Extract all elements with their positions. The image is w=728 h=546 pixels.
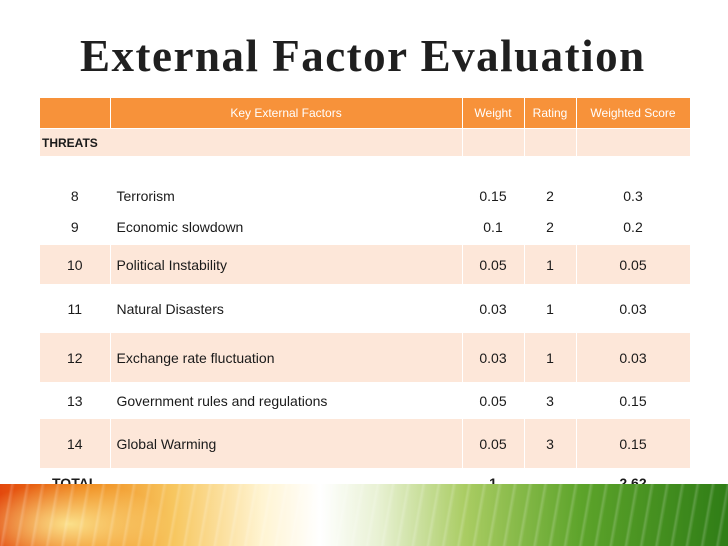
header-blank (40, 98, 111, 129)
row-weight: 0.05 (462, 382, 525, 419)
row-rating: 2 (524, 182, 577, 209)
table-row: 14 Global Warming 0.05 3 0.15 (40, 418, 691, 469)
header-weighted-score: Weighted Score (576, 98, 691, 129)
row-weight: 0.1 (462, 208, 525, 245)
row-rating: 1 (524, 332, 577, 383)
table-row: 11 Natural Disasters 0.03 1 0.03 (40, 284, 691, 333)
row-rating: 2 (524, 208, 577, 245)
table-row: 13 Government rules and regulations 0.05… (40, 382, 691, 419)
table-row: 9 Economic slowdown 0.1 2 0.2 (40, 208, 691, 245)
row-factor: Exchange rate fluctuation (110, 332, 463, 383)
row-number: 13 (40, 382, 111, 419)
row-weight: 0.15 (462, 182, 525, 209)
row-factor: Economic slowdown (110, 208, 463, 245)
banner-texture (0, 484, 728, 546)
table-row: 8 Terrorism 0.15 2 0.3 (40, 182, 691, 209)
row-number: 11 (40, 284, 111, 333)
row-score: 0.2 (576, 208, 691, 245)
row-score: 0.03 (576, 332, 691, 383)
row-number: 12 (40, 332, 111, 383)
row-factor: Terrorism (110, 182, 463, 209)
table-row: 12 Exchange rate fluctuation 0.03 1 0.03 (40, 332, 691, 383)
row-factor: Global Warming (110, 418, 463, 469)
section-row: THREATS (40, 128, 691, 157)
row-rating: 1 (524, 284, 577, 333)
row-rating: 1 (524, 244, 577, 285)
row-number: 10 (40, 244, 111, 285)
row-number: 14 (40, 418, 111, 469)
row-weight: 0.03 (462, 332, 525, 383)
row-score: 0.15 (576, 418, 691, 469)
efe-table: Key External Factors Weight Rating Weigh… (40, 98, 691, 497)
row-score: 0.05 (576, 244, 691, 285)
row-rating: 3 (524, 418, 577, 469)
row-weight: 0.05 (462, 244, 525, 285)
row-score: 0.15 (576, 382, 691, 419)
header-factor: Key External Factors (110, 98, 463, 129)
header-weight: Weight (462, 98, 525, 129)
row-weight: 0.05 (462, 418, 525, 469)
row-score: 0.03 (576, 284, 691, 333)
row-number: 8 (40, 182, 111, 209)
slide-title: External Factor Evaluation (80, 31, 646, 81)
row-rating: 3 (524, 382, 577, 419)
header-row: Key External Factors Weight Rating Weigh… (40, 98, 691, 129)
row-number: 9 (40, 208, 111, 245)
section-label: THREATS (40, 128, 463, 157)
row-factor: Political Instability (110, 244, 463, 285)
row-weight: 0.03 (462, 284, 525, 333)
row-score: 0.3 (576, 182, 691, 209)
row-factor: Natural Disasters (110, 284, 463, 333)
header-rating: Rating (524, 98, 577, 129)
spacer-row (40, 156, 691, 183)
row-factor: Government rules and regulations (110, 382, 463, 419)
table-row: 10 Political Instability 0.05 1 0.05 (40, 244, 691, 285)
decorative-banner (0, 484, 728, 546)
